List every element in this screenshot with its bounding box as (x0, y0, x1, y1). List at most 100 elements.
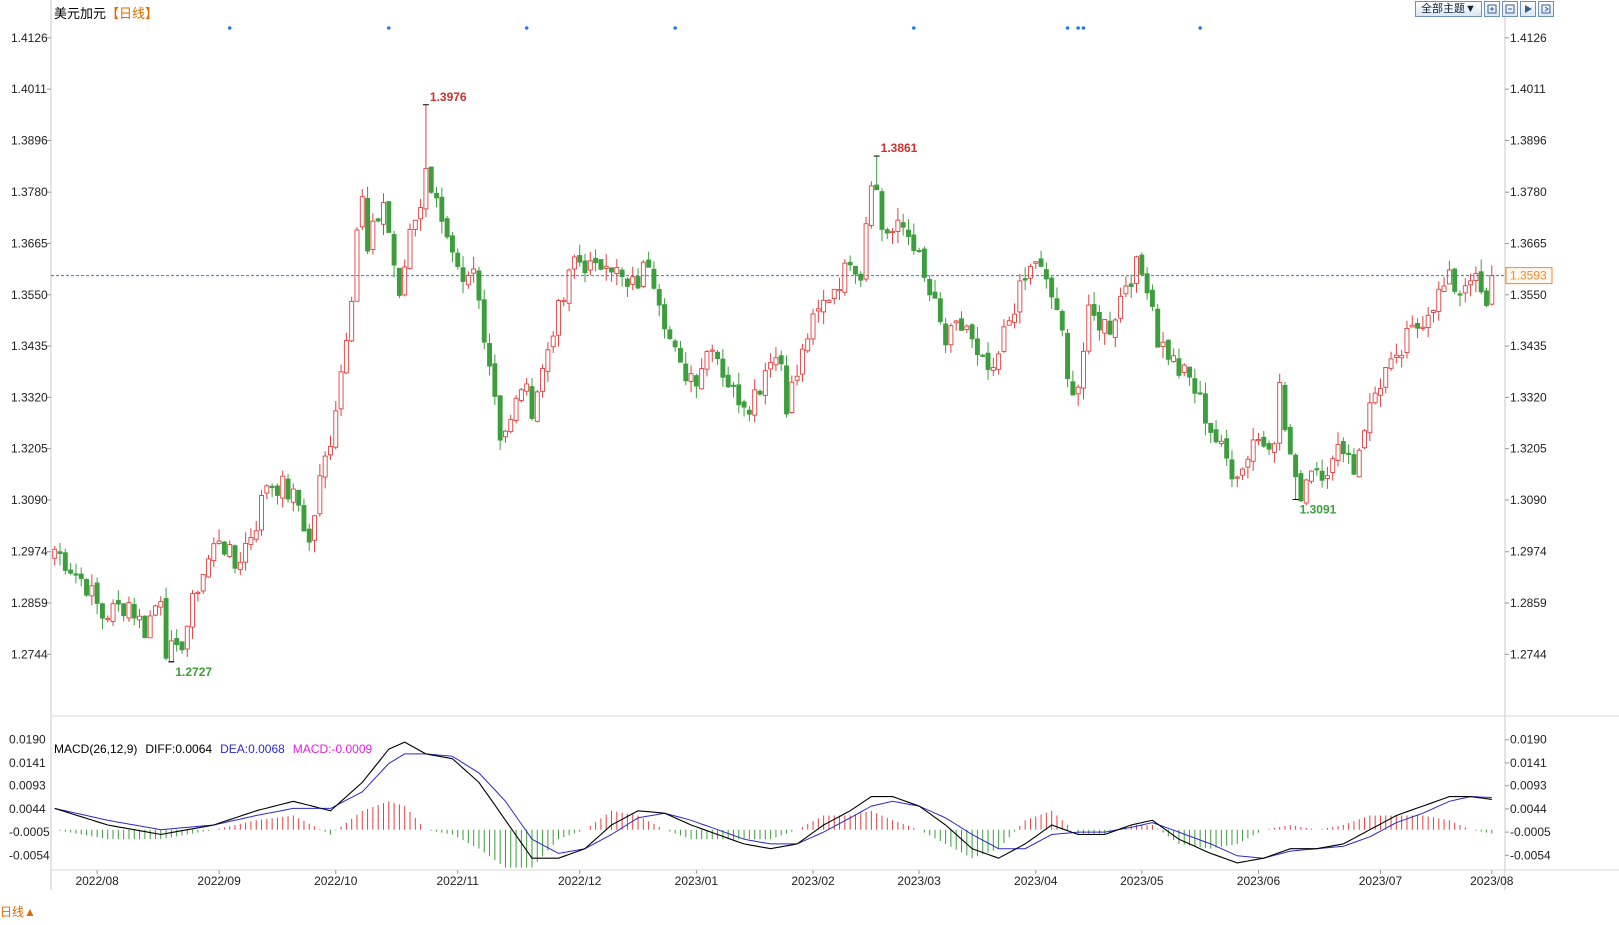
candle-body (895, 219, 901, 232)
x-tick-label: 2022/11 (436, 874, 479, 888)
candle-body (1102, 318, 1108, 334)
candle-body (927, 279, 933, 296)
y-tick-label-right: 1.3896 (1510, 133, 1547, 147)
event-marker-dot (524, 26, 529, 30)
candle-body (94, 582, 100, 604)
macd-tick-label-right: 0.0141 (1510, 756, 1547, 770)
extreme-label: 1.3091 (1300, 503, 1337, 517)
y-tick-label-right: 1.4011 (1510, 82, 1546, 96)
candle-body (110, 603, 116, 623)
candle-body (1049, 277, 1055, 298)
macd-value-label: MACD:-0.0009 (292, 742, 373, 756)
candle-body (1054, 298, 1060, 310)
play-icon[interactable] (1519, 1, 1536, 17)
candle-body (699, 368, 705, 390)
candle-body (757, 390, 763, 395)
candle-body (1457, 293, 1463, 296)
candle-body (1277, 382, 1283, 444)
candle-body (619, 269, 625, 277)
candle-body (290, 488, 296, 503)
candle-body (105, 618, 111, 621)
candle-body (1155, 308, 1161, 348)
candle-body (1266, 443, 1272, 450)
candle-body (773, 357, 779, 366)
y-tick-label-left: 1.4011 (11, 82, 47, 96)
candle-body (906, 229, 911, 237)
candle-body (1123, 285, 1129, 295)
macd-dea-label: DEA:0.0068 (220, 742, 285, 756)
current-price-label: 1.3593 (1510, 269, 1547, 283)
candle-body (253, 530, 259, 540)
candle-body (1192, 378, 1198, 394)
candle-body (221, 541, 227, 555)
candle-body (349, 300, 355, 342)
candle-body (492, 363, 498, 397)
y-tick-label-right: 1.3665 (1510, 236, 1547, 250)
candle-body (524, 383, 530, 392)
candle-body (328, 446, 333, 456)
candle-body (52, 548, 58, 559)
macd-tick-label-right: 0.0044 (1510, 802, 1547, 816)
candle-body (974, 338, 980, 356)
candle-body (985, 352, 991, 370)
candle-body (842, 262, 848, 293)
candle-body (890, 230, 896, 234)
candle-body (1160, 341, 1166, 348)
candle-body (121, 603, 127, 617)
candle-body (603, 265, 609, 269)
candle-body (487, 343, 493, 367)
candle-body (1431, 310, 1436, 313)
candle-body (561, 299, 567, 302)
candle-body (932, 291, 938, 299)
candle-body (762, 370, 768, 396)
zoom-out-icon[interactable] (1501, 1, 1518, 17)
candle-body (444, 218, 450, 238)
candle-body (285, 478, 291, 500)
y-tick-label-left: 1.3665 (11, 236, 48, 250)
zoom-in-icon[interactable] (1483, 1, 1500, 17)
candle-body (1388, 358, 1394, 369)
candle-body (503, 430, 508, 438)
candle-body (789, 381, 795, 413)
y-tick-label-right: 1.3435 (1510, 339, 1547, 353)
candle-body (84, 578, 89, 596)
candle-body (709, 349, 715, 352)
candle-body (195, 591, 201, 595)
candle-body (1006, 320, 1012, 326)
candle-body (1415, 323, 1421, 329)
candle-body (534, 391, 540, 422)
y-tick-label-right: 1.2744 (1510, 647, 1547, 661)
candle-body (1372, 392, 1378, 404)
theme-dropdown-button[interactable]: 全部主题▼ (1415, 1, 1482, 17)
expand-icon[interactable] (1537, 1, 1554, 17)
candle-body (937, 298, 943, 323)
candle-body (571, 256, 577, 270)
candle-body (1446, 269, 1452, 285)
candle-body (1171, 355, 1177, 363)
candle-body (1208, 422, 1214, 433)
candle-body (593, 257, 599, 264)
candle-body (1012, 313, 1017, 323)
candle-body (1144, 273, 1150, 294)
candle-body (142, 615, 148, 639)
candle-body (78, 573, 84, 580)
candle-body (996, 353, 1002, 370)
candle-body (799, 348, 805, 375)
candle-body (1112, 319, 1118, 338)
candle-body (200, 573, 206, 592)
candle-body (1478, 271, 1484, 293)
period-tab[interactable]: 日线▲ (0, 905, 36, 919)
candle-body (1086, 304, 1092, 352)
candle-body (566, 269, 572, 304)
x-tick-label: 2023/04 (1014, 874, 1058, 888)
candle-body (1356, 449, 1362, 478)
candle-body (232, 545, 238, 569)
candle-body (391, 234, 397, 266)
candle-body (1234, 476, 1240, 479)
period-label: 【日线】 (106, 6, 159, 21)
candle-body (264, 485, 270, 494)
candle-body (778, 355, 784, 365)
candle-body (301, 505, 307, 532)
